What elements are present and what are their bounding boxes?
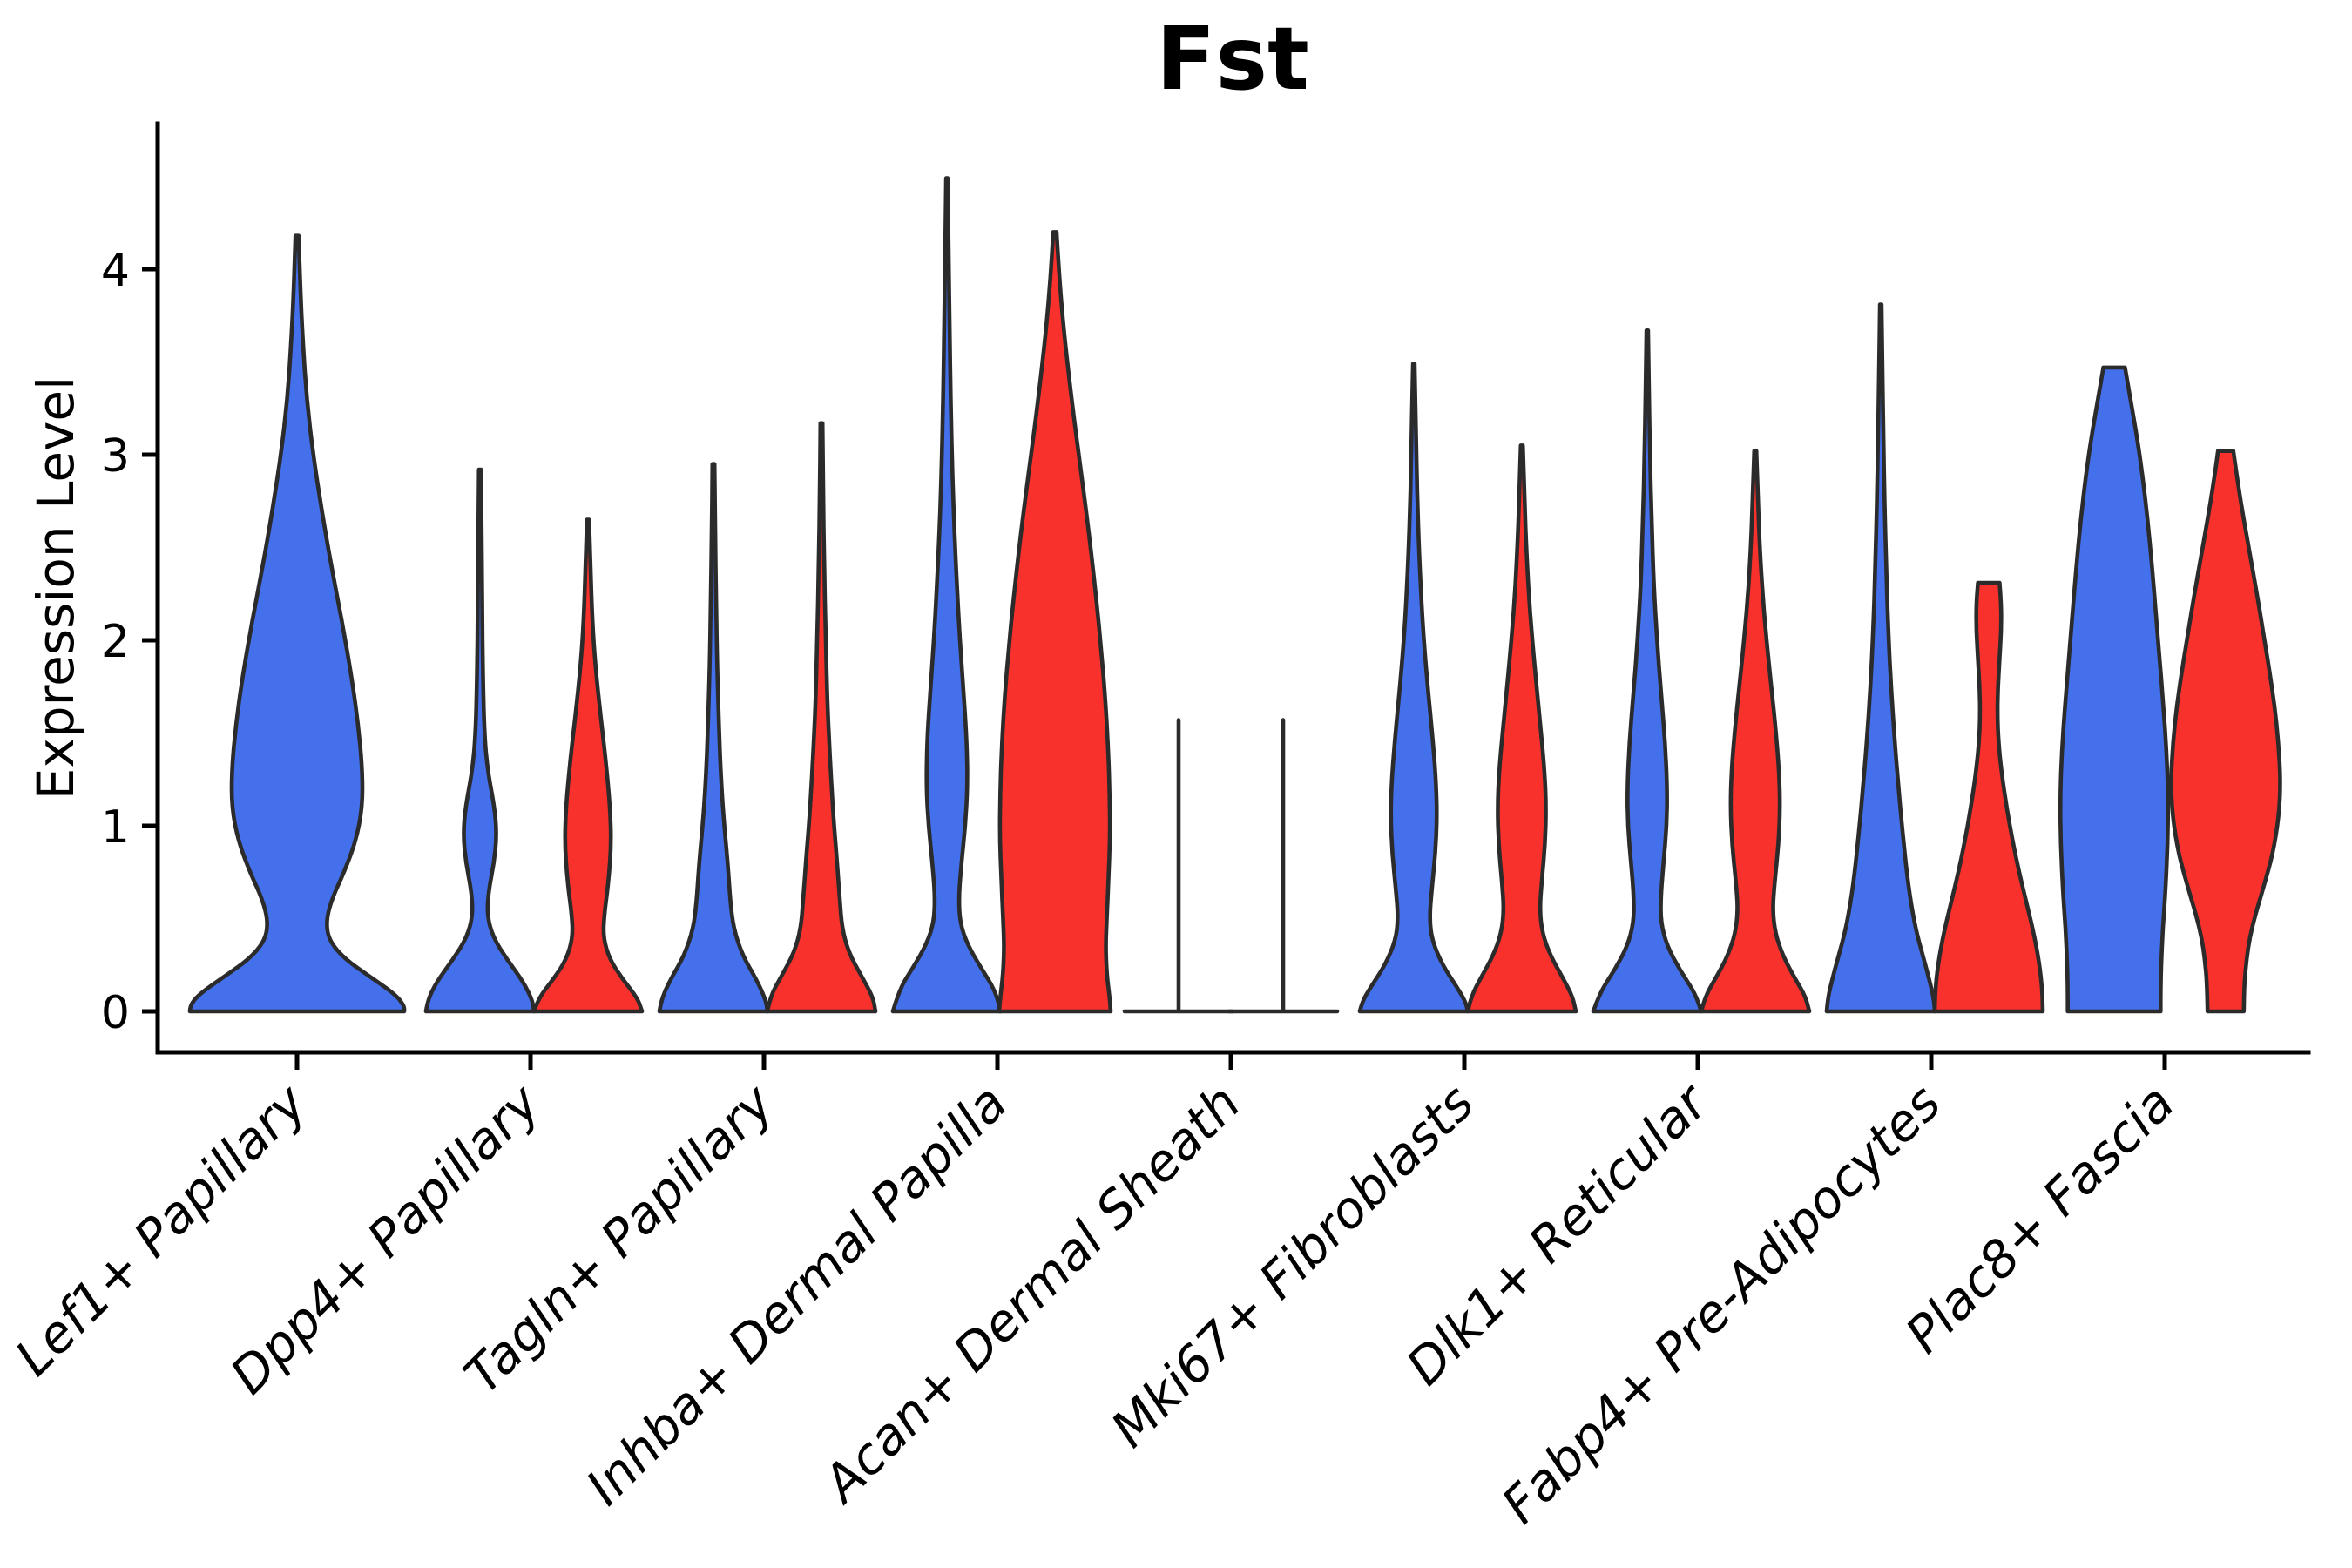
violin-blue-5: [1357, 362, 1470, 1014]
violin-red-2: [765, 421, 878, 1014]
violin-blue-4: [1122, 718, 1235, 1014]
y-axis-label: Expression Level: [26, 376, 85, 800]
violin-red-8: [2169, 449, 2282, 1014]
x-tick-label: Inhba+ Dermal Papilla: [575, 1073, 1018, 1517]
violin-blue-7: [1824, 302, 1937, 1014]
plot-title: Fst: [1156, 8, 1309, 110]
y-axis-ticks: 0 1 2 3 4: [101, 245, 158, 1039]
violin-blue-1: [423, 467, 537, 1014]
violins-layer: [187, 176, 2282, 1014]
violin-red-5: [1465, 443, 1578, 1014]
x-tick-label: Fabp4+ Pre-Adipocytes: [1490, 1073, 1952, 1535]
y-tick-label: 4: [101, 245, 130, 297]
violin-red-1: [531, 517, 645, 1014]
x-tick-label: Acan+ Dermal Sheath: [809, 1073, 1252, 1516]
violin-blue-2: [657, 462, 770, 1014]
violin-red-3: [997, 230, 1113, 1014]
y-tick-label: 3: [101, 430, 130, 483]
y-tick-label: 2: [101, 616, 130, 668]
violin-blue-0: [187, 233, 407, 1014]
violin-red-6: [1699, 449, 1812, 1014]
violin-blue-8: [2058, 365, 2171, 1014]
violin-blue-3: [890, 176, 1004, 1014]
y-tick-label: 0: [101, 987, 130, 1039]
violin-blue-6: [1591, 328, 1704, 1014]
violin-red-4: [1227, 718, 1340, 1014]
y-tick-label: 1: [101, 801, 130, 854]
violin-red-7: [1932, 580, 2045, 1014]
